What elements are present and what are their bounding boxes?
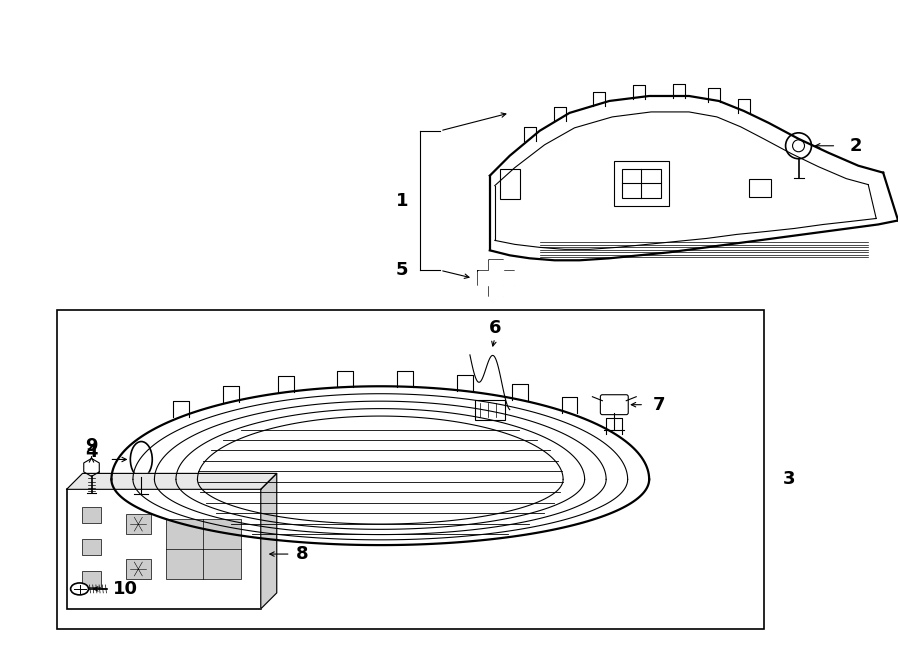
Bar	[57, 310, 764, 629]
Text: 5: 5	[396, 261, 409, 279]
Bar	[615, 161, 669, 205]
Text: 6: 6	[489, 319, 501, 337]
Bar	[67, 489, 261, 609]
Polygon shape	[261, 473, 276, 609]
Circle shape	[786, 133, 812, 159]
Bar	[166, 519, 241, 579]
Bar	[500, 169, 519, 199]
Bar	[82, 539, 102, 555]
Bar	[622, 169, 662, 197]
FancyBboxPatch shape	[600, 395, 628, 414]
Bar	[475, 400, 505, 420]
Text: 4: 4	[86, 444, 98, 461]
Text: 7: 7	[652, 396, 665, 414]
Text: 10: 10	[112, 580, 138, 598]
Ellipse shape	[130, 442, 152, 477]
Text: 2: 2	[850, 137, 862, 155]
Text: 1: 1	[396, 191, 409, 210]
Polygon shape	[478, 260, 514, 296]
Bar	[126, 559, 151, 579]
Polygon shape	[67, 473, 276, 489]
Bar	[82, 571, 102, 587]
Text: 8: 8	[296, 545, 309, 563]
Ellipse shape	[70, 583, 88, 595]
Text: 3: 3	[782, 471, 795, 489]
Bar	[126, 514, 151, 534]
Bar	[749, 179, 770, 197]
Text: 9: 9	[86, 436, 98, 455]
Bar	[82, 507, 102, 523]
